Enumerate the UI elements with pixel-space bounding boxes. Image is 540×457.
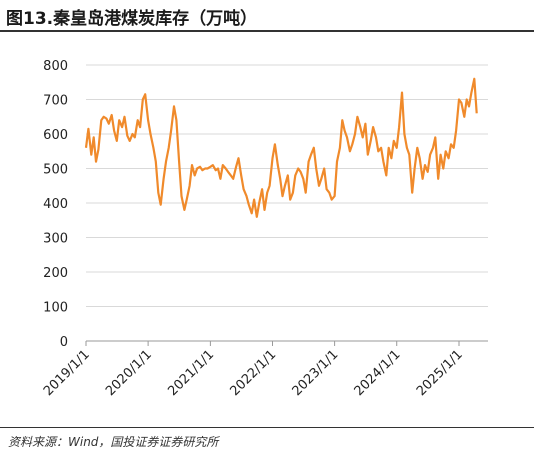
y-tick-label: 200 [43, 266, 68, 281]
x-tick-label: 2021/1/1 [165, 347, 217, 399]
source-note: 资料来源：Wind，国投证券证券研究所 [8, 435, 219, 449]
x-tick-label: 2020/1/1 [103, 347, 155, 399]
x-axis: 2019/1/1 2020/1/1 2021/1/1 2022/1/1 2023/1/1… [41, 340, 488, 399]
y-tick-label: 800 [43, 59, 68, 74]
source-rule [0, 427, 534, 428]
gridlines [86, 64, 488, 307]
series-group [84, 77, 478, 218]
y-axis-ticks: 0 100 200 300 400 500 600 700 800 [43, 59, 68, 350]
y-tick-label: 300 [43, 232, 68, 247]
series-line [84, 77, 478, 218]
x-tick-label: 2022/1/1 [227, 347, 279, 399]
y-tick-label: 100 [43, 301, 68, 316]
y-tick-label: 600 [43, 128, 68, 143]
x-tick-label: 2024/1/1 [352, 347, 404, 399]
figure-title: 图13.秦皇岛港煤炭库存（万吨） [6, 9, 258, 29]
y-tick-label: 0 [60, 335, 68, 350]
title-rule [0, 30, 534, 32]
x-tick-label: 2023/1/1 [290, 347, 342, 399]
y-tick-label: 500 [43, 163, 68, 178]
x-tick-label: 2025/1/1 [414, 347, 466, 399]
x-tick-label: 2019/1/1 [41, 347, 93, 399]
y-tick-label: 400 [43, 197, 68, 212]
y-tick-label: 700 [43, 94, 68, 109]
